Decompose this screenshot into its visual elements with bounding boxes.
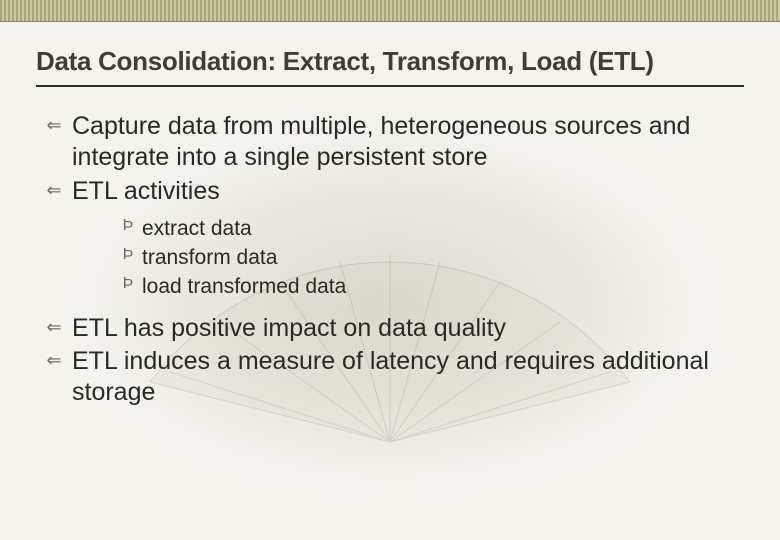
sub-bullet-text: transform data	[142, 244, 277, 271]
bullet-text: Capture data from multiple, heterogeneou…	[72, 111, 744, 174]
secondary-bullet-list: Þ extract data Þ transform data Þ load t…	[36, 209, 744, 313]
sub-bullet-text: load transformed data	[142, 273, 346, 300]
slide-title: Data Consolidation: Extract, Transform, …	[36, 46, 744, 87]
list-item: Þ transform data	[114, 244, 744, 271]
list-item: ⇐ ETL has positive impact on data qualit…	[36, 313, 744, 344]
primary-bullet-list: ⇐ ETL has positive impact on data qualit…	[36, 313, 744, 409]
thorn-icon: Þ	[114, 215, 142, 235]
arrow-left-icon: ⇐	[36, 346, 72, 371]
thorn-icon: Þ	[114, 273, 142, 293]
arrow-left-icon: ⇐	[36, 111, 72, 136]
bullet-text: ETL activities	[72, 176, 220, 207]
primary-bullet-list: ⇐ Capture data from multiple, heterogene…	[36, 111, 744, 207]
sub-bullet-text: extract data	[142, 215, 252, 242]
thorn-icon: Þ	[114, 244, 142, 264]
list-item: ⇐ Capture data from multiple, heterogene…	[36, 111, 744, 174]
arrow-left-icon: ⇐	[36, 313, 72, 338]
list-item: Þ load transformed data	[114, 273, 744, 300]
arrow-left-icon: ⇐	[36, 176, 72, 201]
slide-content: Data Consolidation: Extract, Transform, …	[0, 22, 780, 408]
list-item: ⇐ ETL activities	[36, 176, 744, 207]
bullet-text: ETL has positive impact on data quality	[72, 313, 506, 344]
list-item: ⇐ ETL induces a measure of latency and r…	[36, 346, 744, 409]
decorative-top-stripe	[0, 0, 780, 22]
list-item: Þ extract data	[114, 215, 744, 242]
bullet-text: ETL induces a measure of latency and req…	[72, 346, 744, 409]
